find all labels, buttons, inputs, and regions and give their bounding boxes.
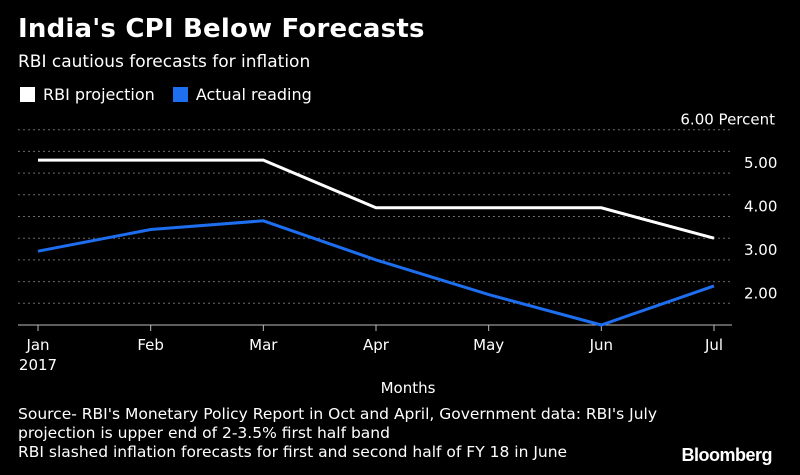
footnote-line-3: RBI slashed inflation forecasts for firs… [18, 443, 568, 461]
legend-label-rbi-projection: RBI projection [43, 85, 155, 104]
x-axis-title: Months [381, 379, 436, 397]
x-tick-label: Feb [137, 336, 164, 354]
y-tick-label: 6.00 Percent [680, 111, 775, 129]
x-tick-label: Jul [704, 336, 723, 354]
series-line-rbi-projection [38, 158, 715, 240]
legend-label-actual-reading: Actual reading [195, 85, 312, 104]
x-tick-label: Mar [249, 336, 278, 354]
x-tick-label: May [473, 336, 504, 354]
y-tick-label: 3.00 [744, 241, 777, 259]
legend-item-actual-reading: Actual reading [172, 85, 312, 104]
x-tick-label: Jan [25, 336, 49, 354]
bloomberg-logo: Bloomberg [681, 445, 772, 465]
x-tick-label: Jun [589, 336, 613, 354]
legend-item-rbi-projection: RBI projection [20, 85, 155, 104]
series-line-actual-reading [37, 219, 715, 327]
legend: RBI projection Actual reading [20, 85, 330, 104]
y-tick-label: 2.00 [744, 284, 777, 302]
chart-title: India's CPI Below Forecasts [18, 14, 425, 44]
footnote-line-2: projection is upper end of 2-3.5% first … [18, 424, 390, 442]
y-tick-label: 5.00 [744, 154, 777, 172]
y-tick-label: 4.00 [744, 198, 777, 216]
footnote-line-1: Source- RBI's Monetary Policy Report in … [18, 405, 657, 423]
x-tick-label: Apr [363, 336, 390, 354]
legend-swatch-rbi-projection [20, 87, 35, 102]
chart-subtitle: RBI cautious forecasts for inflation [18, 52, 311, 72]
legend-swatch-actual-reading [172, 87, 188, 102]
x-tick-sublabel: 2017 [19, 356, 57, 374]
footnote: Source- RBI's Monetary Policy Report in … [18, 405, 658, 462]
